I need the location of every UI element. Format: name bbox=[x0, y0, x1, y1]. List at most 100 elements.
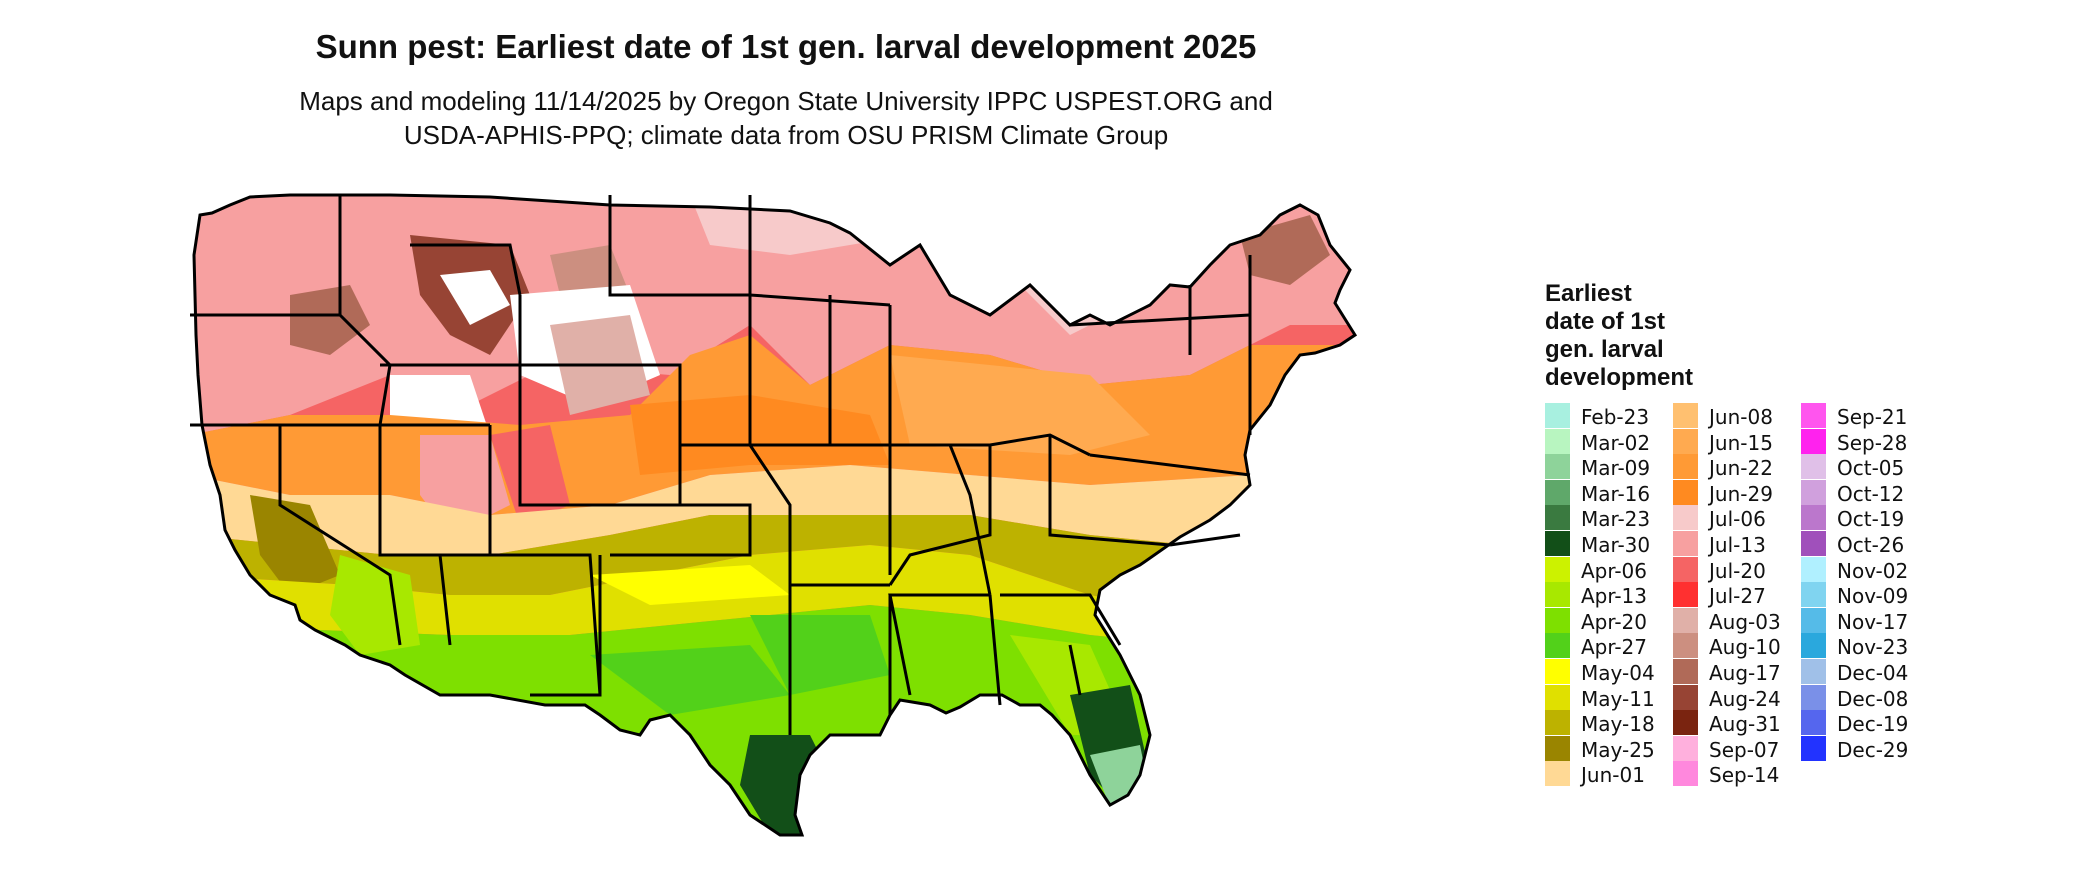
legend-item: Mar-09 bbox=[1545, 454, 1675, 480]
legend-swatch bbox=[1801, 735, 1826, 761]
legend-item: Dec-29 bbox=[1801, 735, 1931, 762]
legend-swatch bbox=[1673, 428, 1698, 454]
legend-swatch bbox=[1801, 505, 1826, 531]
legend-title-line-1: Earliest bbox=[1545, 280, 1632, 307]
legend-item: Oct-12 bbox=[1801, 479, 1931, 506]
legend-label: Jun-01 bbox=[1581, 763, 1645, 788]
legend-label: Apr-20 bbox=[1581, 609, 1647, 634]
legend-item: Oct-26 bbox=[1801, 531, 1931, 557]
subtitle-line-1: Maps and modeling 11/14/2025 by Oregon S… bbox=[299, 86, 1273, 116]
legend-swatch bbox=[1673, 633, 1698, 659]
legend-swatch bbox=[1545, 531, 1570, 556]
legend-item: Oct-19 bbox=[1801, 505, 1931, 532]
map-subtitle: Maps and modeling 11/14/2025 by Oregon S… bbox=[0, 84, 1836, 152]
legend-label: Sep-14 bbox=[1709, 763, 1780, 788]
legend-swatch bbox=[1801, 633, 1826, 659]
legend-item: Jul-06 bbox=[1673, 505, 1803, 532]
legend-item: Dec-08 bbox=[1801, 684, 1931, 711]
legend-label: Aug-31 bbox=[1709, 712, 1781, 737]
legend-swatch bbox=[1801, 684, 1826, 710]
legend-label: Nov-02 bbox=[1837, 558, 1909, 583]
legend-item: Nov-17 bbox=[1801, 607, 1931, 634]
legend-item: Aug-24 bbox=[1673, 684, 1803, 711]
legend-swatch bbox=[1545, 659, 1570, 684]
legend-item: May-04 bbox=[1545, 659, 1675, 685]
legend-label: May-04 bbox=[1581, 661, 1655, 685]
legend-title-line-3: gen. larval bbox=[1545, 336, 1664, 363]
legend-item: Nov-02 bbox=[1801, 556, 1931, 583]
legend-swatch bbox=[1801, 659, 1826, 684]
legend-item: Apr-06 bbox=[1545, 556, 1675, 583]
state-boundaries bbox=[190, 195, 1252, 735]
legend-label: Mar-16 bbox=[1581, 481, 1651, 506]
legend-label: Dec-29 bbox=[1837, 737, 1909, 762]
legend-label: Oct-26 bbox=[1837, 533, 1905, 557]
legend-item: Apr-13 bbox=[1545, 582, 1675, 608]
legend-label: Oct-05 bbox=[1837, 456, 1905, 481]
legend-item: Mar-30 bbox=[1545, 531, 1675, 557]
legend-swatch bbox=[1673, 454, 1698, 480]
legend-item: Sep-07 bbox=[1673, 735, 1803, 762]
legend-label: Dec-04 bbox=[1837, 661, 1909, 685]
legend-label: Mar-30 bbox=[1581, 533, 1651, 557]
legend-label: Mar-23 bbox=[1581, 507, 1651, 532]
legend-label: Aug-24 bbox=[1709, 686, 1781, 711]
legend-item: Jun-15 bbox=[1673, 428, 1803, 455]
legend-swatch bbox=[1673, 479, 1698, 505]
legend-swatch bbox=[1545, 505, 1570, 531]
legend-item: Feb-23 bbox=[1545, 403, 1675, 429]
legend-label: Aug-10 bbox=[1709, 635, 1781, 660]
legend-label: Jun-22 bbox=[1709, 456, 1773, 481]
legend-label: Sep-07 bbox=[1709, 737, 1780, 762]
legend-label: Jun-08 bbox=[1709, 405, 1773, 429]
legend-item: Jul-20 bbox=[1673, 556, 1803, 583]
legend-label: Jul-20 bbox=[1709, 558, 1766, 583]
legend-swatch bbox=[1673, 735, 1698, 761]
legend-label: Nov-17 bbox=[1837, 609, 1909, 634]
legend-label: Feb-23 bbox=[1581, 405, 1650, 429]
legend-swatch bbox=[1545, 403, 1570, 428]
legend-swatch bbox=[1673, 531, 1698, 556]
legend-label: Dec-08 bbox=[1837, 686, 1909, 711]
legend-swatch bbox=[1801, 428, 1826, 454]
legend-label: Oct-19 bbox=[1837, 507, 1905, 532]
legend-swatch bbox=[1801, 582, 1826, 608]
legend-item: Mar-23 bbox=[1545, 505, 1675, 532]
legend-label: Apr-06 bbox=[1581, 558, 1647, 583]
legend-label: Jul-27 bbox=[1709, 584, 1766, 609]
legend-swatch bbox=[1801, 556, 1826, 582]
legend-swatch bbox=[1545, 479, 1570, 505]
legend-swatch bbox=[1673, 403, 1698, 428]
legend-swatch bbox=[1545, 428, 1570, 454]
legend-swatch bbox=[1801, 403, 1826, 428]
legend-title-line-4: development bbox=[1545, 364, 1694, 391]
legend-item: Nov-23 bbox=[1801, 633, 1931, 659]
legend-item: Aug-03 bbox=[1673, 607, 1803, 634]
legend-label: Jul-13 bbox=[1709, 533, 1766, 557]
legend-item: Jun-01 bbox=[1545, 761, 1675, 788]
legend-swatch bbox=[1801, 710, 1826, 736]
legend-swatch bbox=[1801, 607, 1826, 633]
legend-item: Aug-31 bbox=[1673, 710, 1803, 737]
legend-label: Aug-17 bbox=[1709, 661, 1781, 685]
legend-swatch bbox=[1673, 505, 1698, 531]
legend-label: Sep-21 bbox=[1837, 405, 1908, 429]
legend-item: Jul-27 bbox=[1673, 582, 1803, 609]
legend-item: Aug-10 bbox=[1673, 633, 1803, 660]
legend-swatch bbox=[1673, 582, 1698, 608]
legend-label: Nov-09 bbox=[1837, 584, 1909, 609]
legend-item: Mar-16 bbox=[1545, 479, 1675, 506]
legend-item: Nov-09 bbox=[1801, 582, 1931, 609]
legend-item: Oct-05 bbox=[1801, 454, 1931, 481]
legend-label: May-18 bbox=[1581, 712, 1655, 737]
legend-swatch bbox=[1545, 710, 1570, 736]
legend-swatch bbox=[1545, 761, 1570, 787]
legend-swatch bbox=[1545, 582, 1570, 608]
legend-label: Aug-03 bbox=[1709, 609, 1781, 634]
legend-swatch bbox=[1801, 479, 1826, 505]
legend-label: Jul-06 bbox=[1709, 507, 1766, 532]
legend-swatch bbox=[1673, 659, 1698, 684]
map-title: Sunn pest: Earliest date of 1st gen. lar… bbox=[315, 28, 1257, 65]
us-map bbox=[190, 193, 1357, 837]
subtitle-line-2: USDA-APHIS-PPQ; climate data from OSU PR… bbox=[403, 120, 1169, 150]
